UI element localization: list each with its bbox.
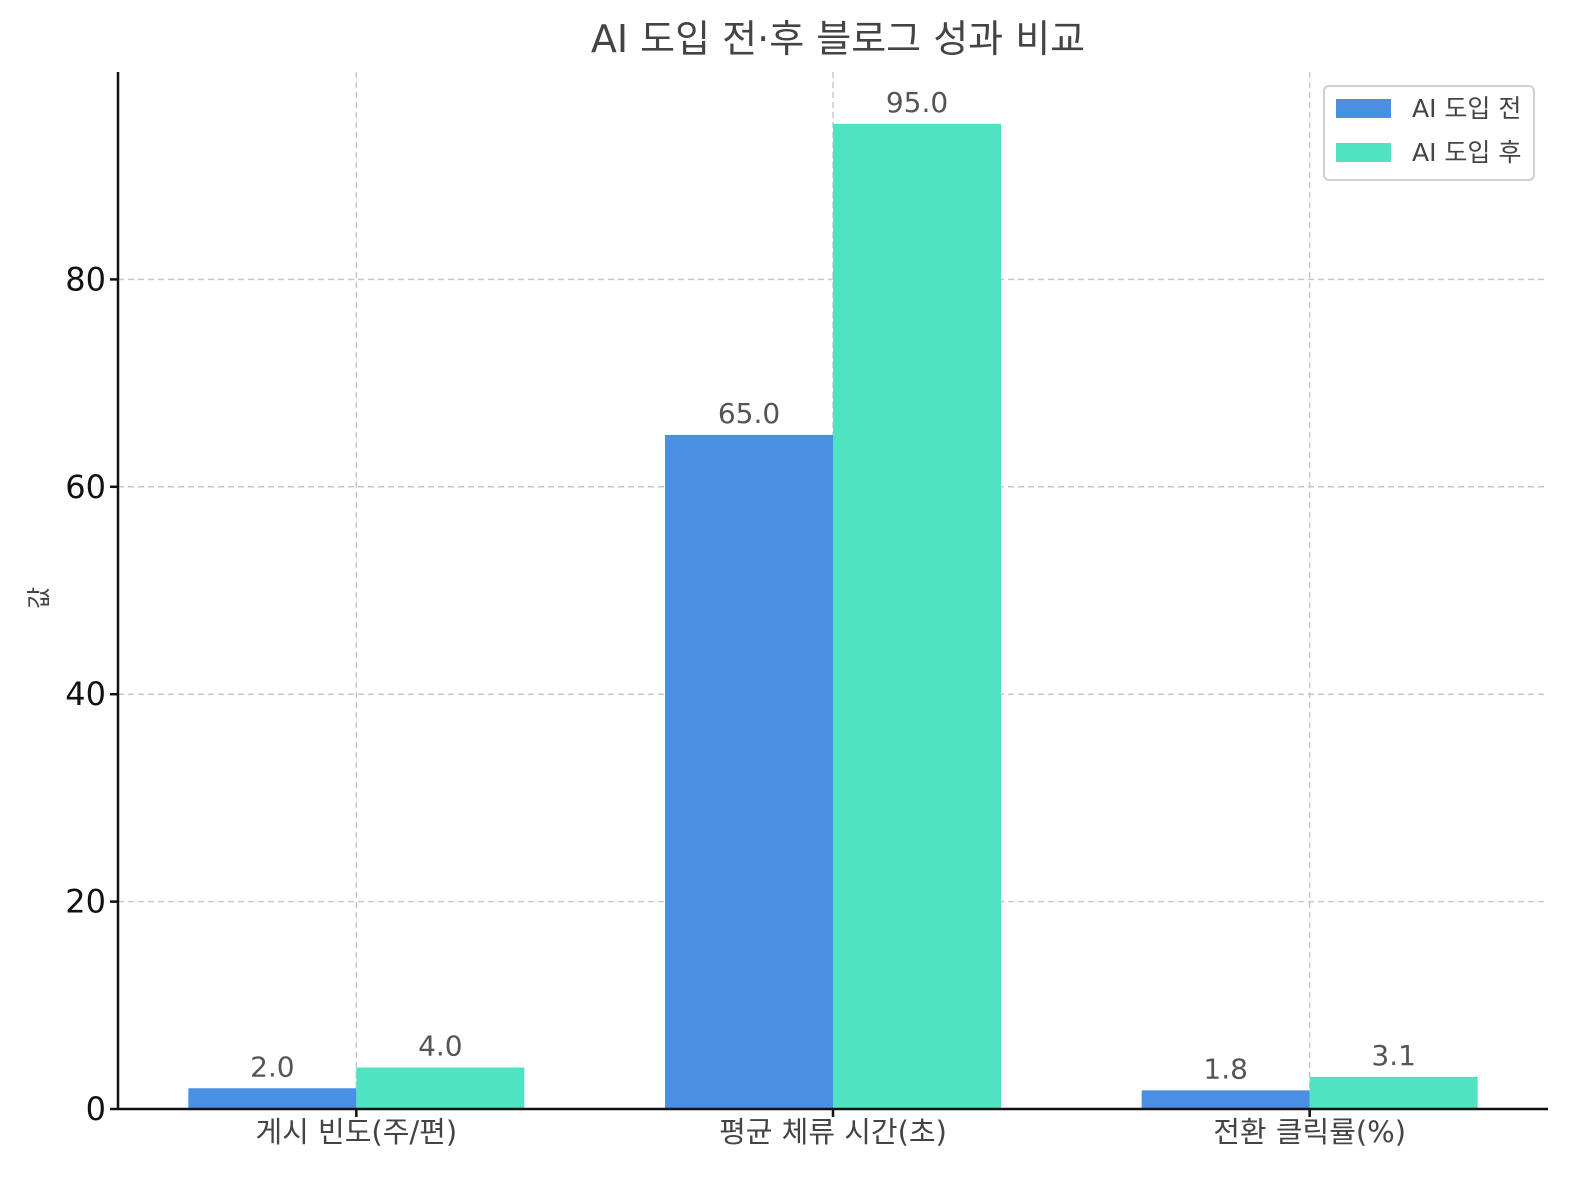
legend-label: AI 도입 후 [1412, 138, 1521, 167]
data-label: 1.8 [1203, 1052, 1248, 1085]
data-label: 4.0 [418, 1030, 463, 1063]
y-tick-label: 0 [86, 1090, 106, 1128]
axes: 0 20 40 60 80 게시 빈도(주/편) 평균 체류 시간(초) 전환 클릭률(%) [65, 72, 1548, 1149]
bars [188, 123, 1478, 1110]
data-labels: 2.0 65.0 1.8 4.0 95.0 3.1 [250, 86, 1416, 1085]
y-tick-label: 60 [65, 468, 106, 506]
x-tick-label: 게시 빈도(주/편) [255, 1115, 457, 1149]
bar-before-2 [1141, 1090, 1310, 1109]
bar-after-2 [1309, 1076, 1478, 1109]
bar-before-1 [665, 434, 833, 1109]
legend-label: AI 도입 전 [1412, 94, 1521, 123]
data-label: 95.0 [886, 86, 948, 119]
data-label: 65.0 [718, 397, 780, 430]
legend-swatch [1336, 143, 1391, 162]
bar-after-1 [833, 123, 1001, 1110]
legend-swatch [1336, 99, 1391, 118]
x-tick-label: 평균 체류 시간(초) [719, 1115, 947, 1149]
bar-after-0 [356, 1067, 525, 1109]
y-axis-label: 값 [25, 587, 53, 609]
y-tick-label: 80 [65, 260, 106, 298]
y-tick-label: 20 [65, 883, 106, 921]
y-tick-label: 40 [65, 675, 106, 713]
x-tick-label: 전환 클릭률(%) [1213, 1115, 1406, 1149]
bar-before-0 [188, 1088, 357, 1109]
data-label: 2.0 [250, 1050, 295, 1083]
legend: AI 도입 전 AI 도입 후 [1323, 85, 1535, 181]
data-label: 3.1 [1371, 1039, 1416, 1072]
chart-title: AI 도입 전·후 블로그 성과 비교 [591, 17, 1085, 61]
